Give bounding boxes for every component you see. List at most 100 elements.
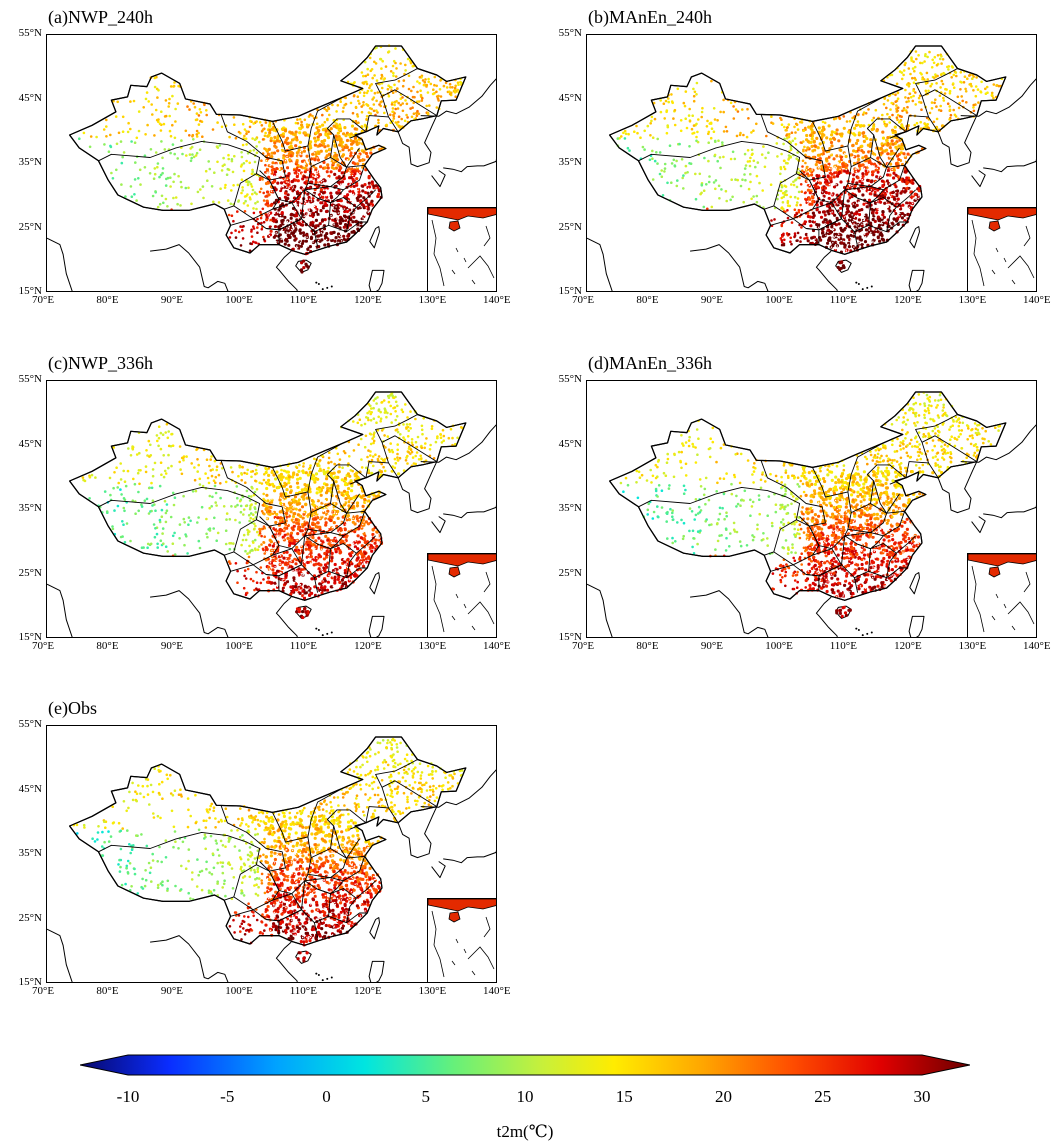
station-dot <box>287 243 291 247</box>
station-dot <box>335 158 340 162</box>
station-dot <box>349 132 353 136</box>
station-marker <box>830 199 832 201</box>
station-dot <box>826 174 830 178</box>
station-dot <box>231 170 235 174</box>
station-dot <box>254 137 258 141</box>
station-dot <box>781 235 784 238</box>
station-dot <box>362 82 366 85</box>
station-dot <box>160 194 164 198</box>
station-dot <box>342 225 346 229</box>
station-marker <box>307 213 310 216</box>
station-marker <box>850 239 852 241</box>
station-dot <box>841 163 845 167</box>
station-dot <box>306 265 310 269</box>
station-marker <box>337 212 340 214</box>
station-dot <box>801 169 804 172</box>
station-dot <box>673 108 677 112</box>
station-dot <box>880 151 884 155</box>
station-dot <box>194 118 198 122</box>
station-dot <box>811 211 815 215</box>
station-dot <box>273 225 278 229</box>
station-dot <box>660 169 663 172</box>
station-dot <box>796 231 800 235</box>
station-marker <box>817 184 819 186</box>
station-marker <box>886 192 888 194</box>
station-dot <box>373 91 377 95</box>
station-dot <box>366 67 370 71</box>
station-dot <box>390 448 394 452</box>
station-marker <box>811 210 813 213</box>
station-marker <box>828 199 830 201</box>
station-marker <box>807 202 809 204</box>
station-dot <box>825 136 829 140</box>
station-marker <box>268 232 270 235</box>
station-dot <box>195 151 199 155</box>
station-dot <box>659 99 662 102</box>
station-dot <box>860 208 864 212</box>
station-dot <box>323 120 327 124</box>
station-marker <box>274 175 276 177</box>
station-marker <box>287 181 289 183</box>
station-marker <box>898 161 901 163</box>
station-marker <box>888 180 891 182</box>
station-dot <box>319 165 323 169</box>
station-dot <box>445 86 449 89</box>
station-dot <box>394 61 397 65</box>
station-dot <box>169 134 173 138</box>
station-dot <box>349 171 353 175</box>
station-marker <box>853 155 855 158</box>
station-dot <box>788 132 791 136</box>
station-dot <box>804 149 808 152</box>
station-dot <box>805 133 809 138</box>
station-dot <box>717 184 721 188</box>
station-dot <box>309 140 313 144</box>
station-dot <box>827 155 831 159</box>
station-dot <box>709 136 713 140</box>
station-marker <box>292 186 294 188</box>
station-dot <box>741 108 744 111</box>
station-dot <box>816 146 820 150</box>
station-marker <box>873 165 875 167</box>
station-dot <box>808 215 812 219</box>
station-marker <box>293 191 296 193</box>
station-dot <box>252 518 255 521</box>
station-marker <box>863 177 865 179</box>
station-dot <box>810 144 814 148</box>
station-dot <box>828 137 833 141</box>
station-marker <box>371 177 373 180</box>
station-dot <box>226 199 230 202</box>
station-dot <box>358 102 361 105</box>
station-dot <box>893 125 897 129</box>
station-dot <box>451 86 454 89</box>
station-dot <box>864 112 868 115</box>
station-dot <box>334 480 338 484</box>
station-marker <box>295 194 297 197</box>
station-marker <box>853 246 855 248</box>
station-dot <box>952 108 955 112</box>
station-dot <box>907 204 911 209</box>
station-dot <box>119 140 123 143</box>
station-dot <box>314 218 318 222</box>
station-dot <box>383 469 387 473</box>
station-dot <box>252 211 256 215</box>
station-dot <box>180 139 183 142</box>
station-marker <box>882 231 884 234</box>
station-dot <box>679 119 683 122</box>
station-dot <box>370 458 374 462</box>
station-dot <box>121 155 124 159</box>
station-marker <box>306 246 308 249</box>
station-dot <box>790 131 794 134</box>
station-dot <box>895 116 899 119</box>
station-dot <box>885 123 889 126</box>
station-dot <box>295 175 299 179</box>
station-dot <box>300 123 304 127</box>
station-dot <box>696 140 700 144</box>
station-dot <box>105 135 108 138</box>
station-marker <box>878 213 880 215</box>
station-marker <box>334 170 336 172</box>
station-marker <box>843 212 846 215</box>
station-dot <box>795 123 799 126</box>
station-dot <box>670 93 673 96</box>
station-dot <box>846 209 850 214</box>
station-dot <box>260 227 264 231</box>
